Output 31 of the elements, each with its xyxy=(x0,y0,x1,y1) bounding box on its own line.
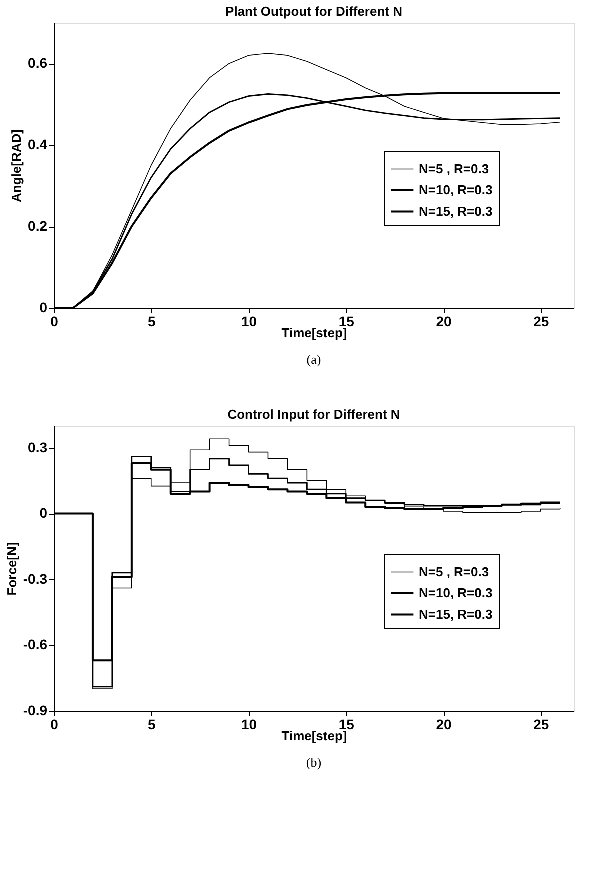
x-tick-label: 5 xyxy=(148,716,156,732)
text: (a) xyxy=(306,352,322,367)
y-axis-title: Angle[RAD] xyxy=(9,130,24,202)
x-tick-label: 0 xyxy=(50,314,59,330)
legend-label: N=10, R=0.3 xyxy=(419,585,493,600)
y-tick-label: 0 xyxy=(40,505,48,522)
x-tick-label: 20 xyxy=(436,716,452,732)
x-tick-label: 5 xyxy=(148,314,156,330)
x-tick-label: 0 xyxy=(50,716,59,732)
text: (b) xyxy=(306,755,322,770)
y-tick-label: 0.2 xyxy=(28,218,48,234)
x-tick-label: 20 xyxy=(436,314,452,330)
x-tick-label: 25 xyxy=(534,314,550,330)
legend-label: N=5 , R=0.3 xyxy=(419,564,490,580)
y-tick-label: 0.6 xyxy=(28,55,48,72)
x-tick-label: 10 xyxy=(241,314,258,330)
x-tick-label: 25 xyxy=(534,716,550,732)
legend-label: N=15, R=0.3 xyxy=(419,204,493,219)
legend-label: N=10, R=0.3 xyxy=(419,182,493,198)
y-tick-label: 0.3 xyxy=(28,439,48,456)
y-tick-label: -0.3 xyxy=(23,570,48,587)
x-tick-label: 10 xyxy=(241,716,258,732)
chart-title: Plant Outpout for Different N xyxy=(226,4,402,19)
y-tick-label: 0 xyxy=(40,300,48,316)
y-axis-title: Force[N] xyxy=(4,542,20,596)
legend-label: N=15, R=0.3 xyxy=(419,606,493,622)
chart-title: Control Input for Different N xyxy=(228,407,400,422)
y-tick-label: -0.6 xyxy=(23,636,48,653)
legend-label: N=5 , R=0.3 xyxy=(419,161,490,176)
y-tick-label: -0.9 xyxy=(23,702,48,718)
y-tick-label: 0.4 xyxy=(28,136,48,153)
